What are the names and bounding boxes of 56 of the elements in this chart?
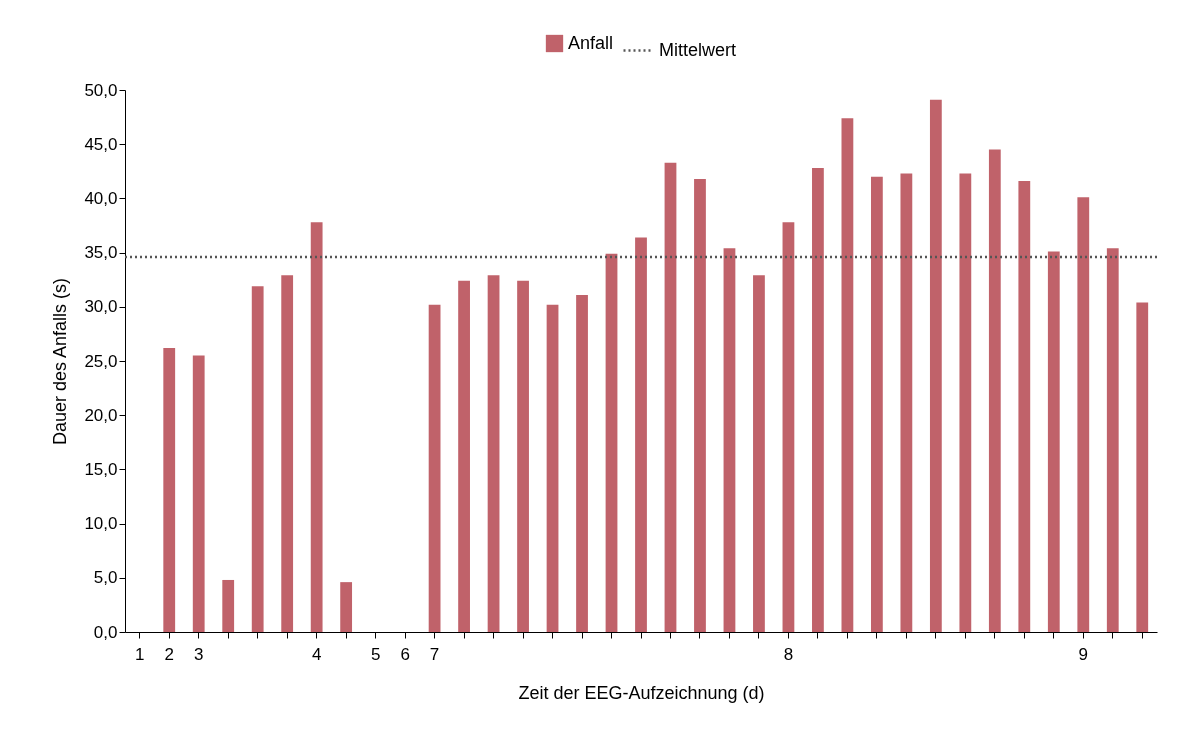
x-tick-label: 9 <box>1078 644 1089 664</box>
x-tick-label: 4 <box>311 644 322 664</box>
bar <box>428 304 441 632</box>
x-tick-label: 7 <box>429 644 440 664</box>
bar <box>576 294 588 632</box>
bar <box>841 118 854 632</box>
bar <box>870 176 883 632</box>
y-tick-label: 0,0 <box>93 622 118 642</box>
x-tick-label: 6 <box>400 644 410 664</box>
y-tick-label: 10,0 <box>84 514 118 534</box>
bar <box>192 355 205 632</box>
bar <box>546 304 559 632</box>
legend-label: Anfall <box>568 32 614 53</box>
bar <box>723 248 736 632</box>
bar <box>900 173 913 632</box>
bar <box>782 222 795 632</box>
x-axis-title: Zeit der EEG-Aufzeichnung (d) <box>518 682 765 703</box>
y-tick-label: 20,0 <box>84 405 118 425</box>
y-axis-title: Dauer des Anfalls (s) <box>50 277 71 446</box>
bar <box>635 237 647 632</box>
y-tick-label: 45,0 <box>84 134 118 154</box>
y-tick-label: 50,0 <box>84 80 118 100</box>
bar <box>1018 181 1031 632</box>
bar <box>517 280 529 632</box>
bar <box>281 275 294 632</box>
y-tick-label: 25,0 <box>84 351 118 371</box>
bar <box>458 280 470 632</box>
x-tick-label: 1 <box>135 644 145 664</box>
bar <box>988 149 1001 632</box>
y-tick-label: 30,0 <box>84 297 118 317</box>
bar <box>310 222 323 632</box>
bar <box>163 347 176 632</box>
bar <box>340 582 353 632</box>
legend-label: Mittelwert <box>659 39 737 60</box>
x-tick-label: 8 <box>783 644 794 664</box>
bar <box>1077 197 1090 632</box>
bar <box>251 286 264 632</box>
bar <box>959 173 972 632</box>
bar <box>929 99 942 632</box>
bar <box>753 275 765 632</box>
x-tick-label: 5 <box>370 644 381 664</box>
bar <box>1136 302 1149 632</box>
y-tick-label: 40,0 <box>84 188 118 208</box>
y-tick-label: 35,0 <box>84 243 118 263</box>
bar <box>1047 251 1060 632</box>
bar <box>605 253 618 632</box>
bar <box>487 275 500 632</box>
x-tick-label: 2 <box>164 644 174 664</box>
y-tick-label: 5,0 <box>93 568 118 588</box>
bar <box>1106 248 1119 632</box>
bar <box>664 162 677 632</box>
bar <box>694 178 706 632</box>
x-tick-label: 3 <box>193 644 204 664</box>
bar <box>812 168 824 632</box>
y-tick-label: 15,0 <box>84 459 118 479</box>
bar <box>222 579 235 632</box>
